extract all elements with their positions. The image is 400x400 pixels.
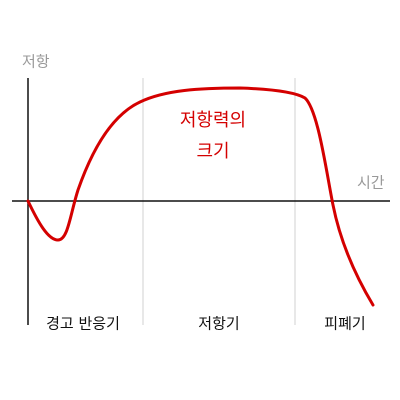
y-axis-label: 저항 — [22, 53, 50, 71]
phase-label: 경고 반응기 — [46, 315, 120, 333]
phase-label: 저항기 — [198, 315, 239, 333]
annotation-line: 크기 — [196, 141, 229, 162]
phase-label: 피폐기 — [324, 315, 365, 333]
resistance-curve — [26, 86, 375, 307]
x-axis-label: 시간 — [357, 174, 385, 192]
annotation-line: 저항력의 — [180, 110, 246, 131]
